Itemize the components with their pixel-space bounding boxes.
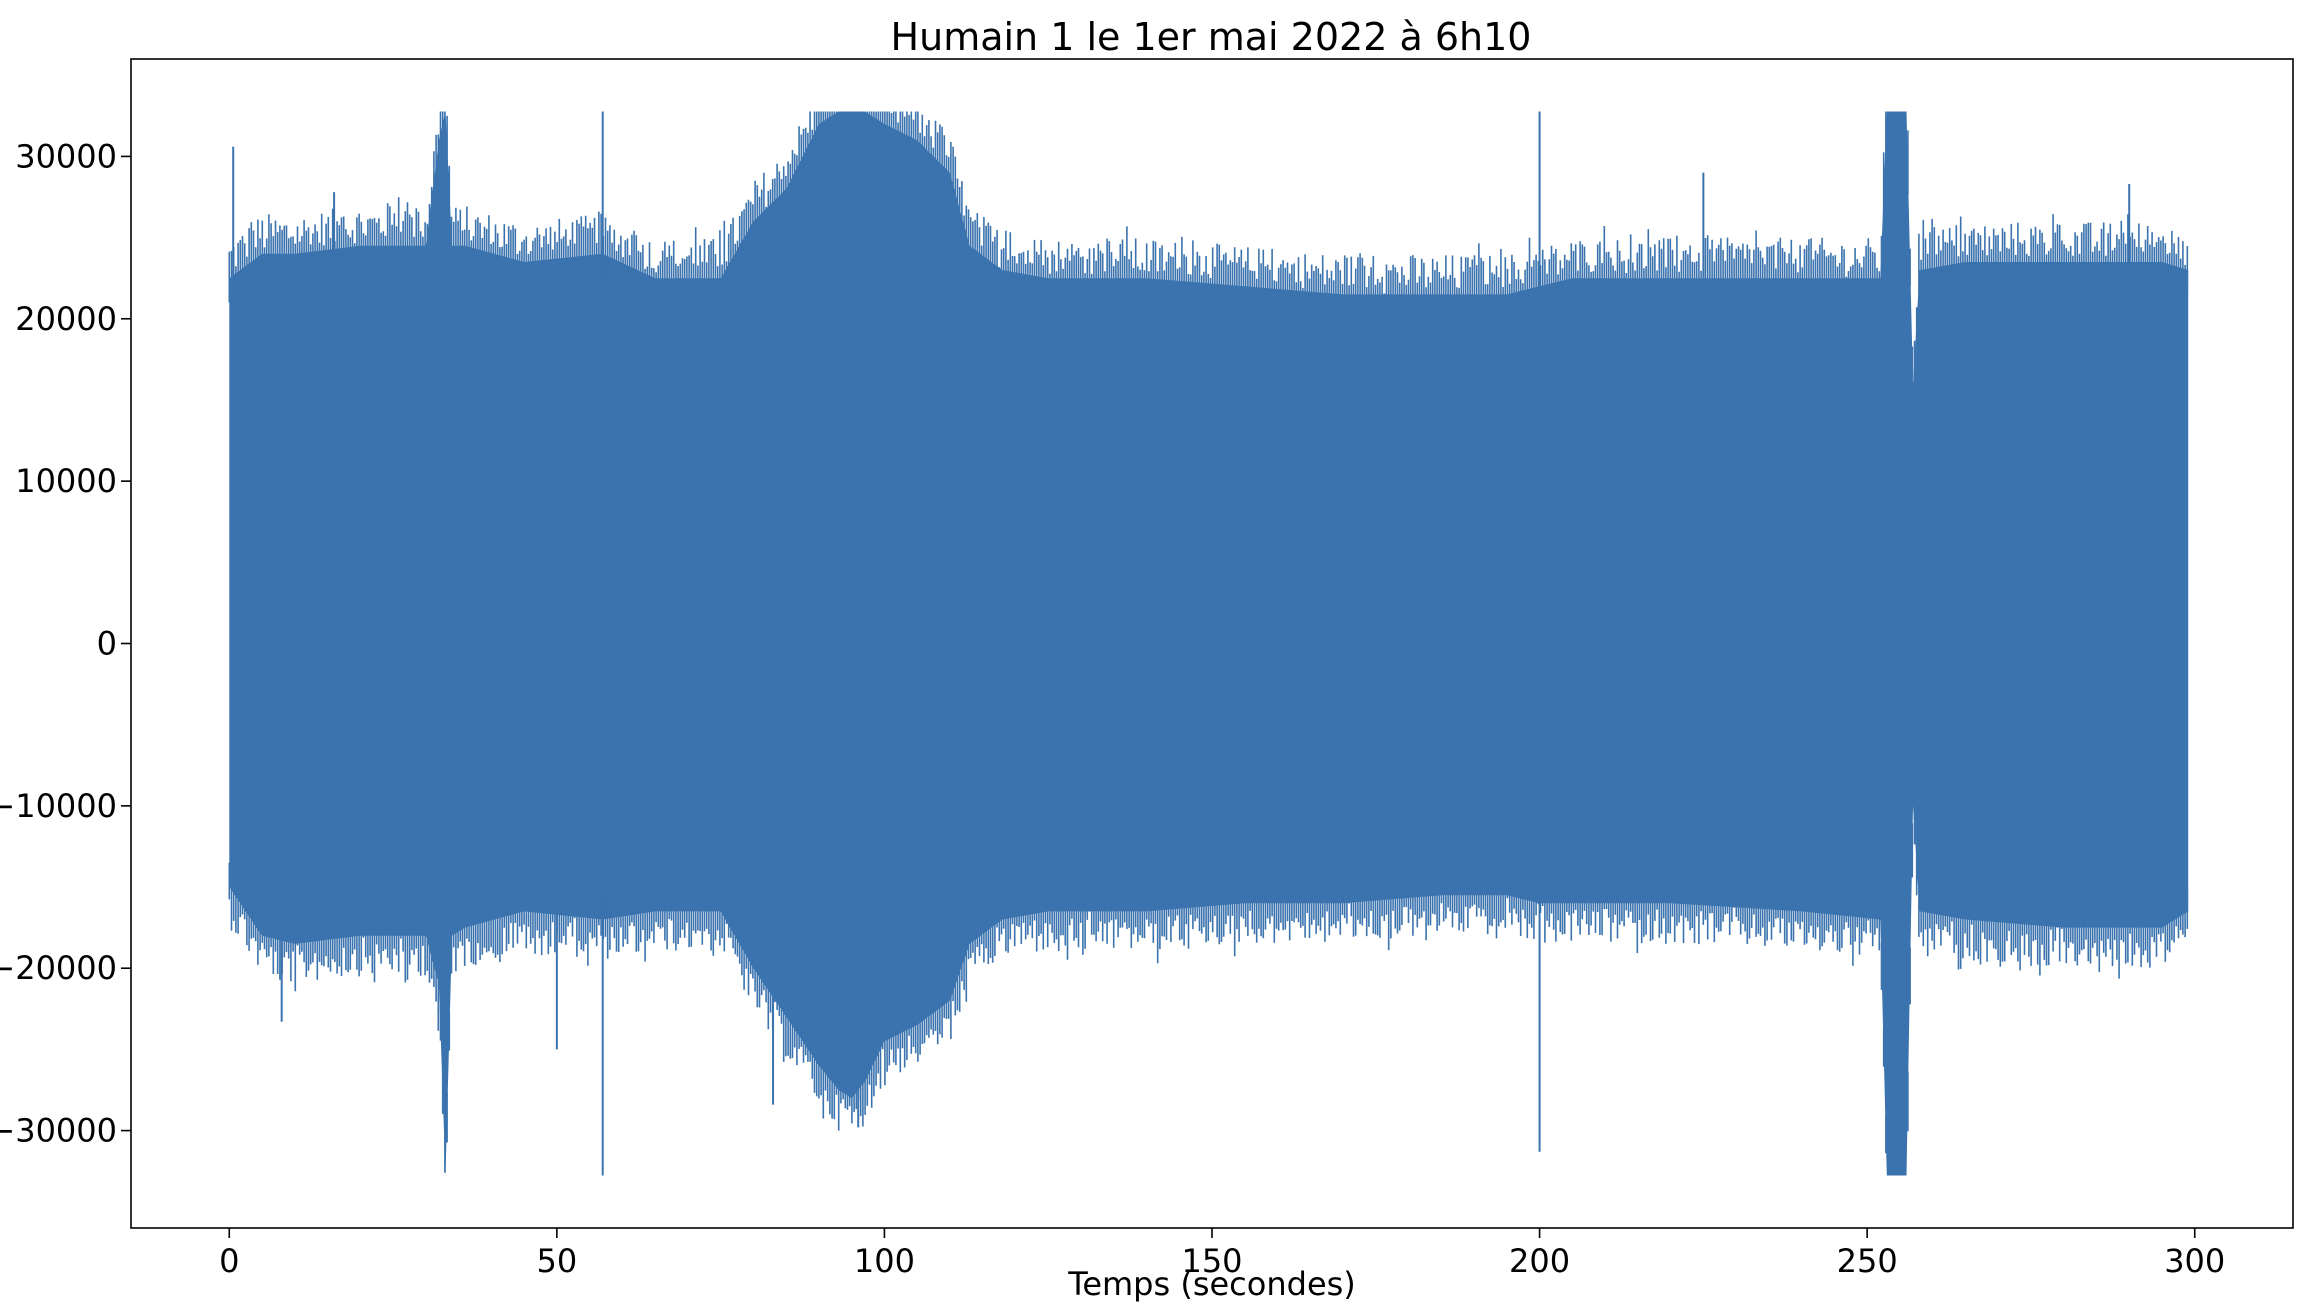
plot-area (131, 59, 2293, 1228)
x-axis-label: Temps (secondes) (1067, 1265, 1356, 1303)
y-tick-label--20000: −20000 (0, 949, 117, 987)
y-tick-label--10000: −10000 (0, 787, 117, 825)
signal-layer (228, 111, 2189, 1176)
y-axis: −30000 −20000 −10000 0 10000 20000 30000 (0, 137, 131, 1150)
x-tick-label-100: 100 (854, 1242, 915, 1280)
signal-noise-edges (228, 111, 2189, 1176)
axes-frame (130, 58, 2294, 1229)
x-tick-label-200: 200 (1509, 1242, 1570, 1280)
y-tick-label-0: 0 (97, 625, 117, 663)
x-tick-label-250: 250 (1837, 1242, 1898, 1280)
x-tick-label-300: 300 (2164, 1242, 2225, 1280)
chart-title: Humain 1 le 1er mai 2022 à 6h10 (891, 15, 1532, 59)
x-axis: 0 50 100 150 200 250 300 (219, 1228, 2225, 1280)
x-tick-label-150: 150 (1181, 1242, 1242, 1280)
signal-envelope (229, 111, 2189, 1176)
y-tick-label-10000: 10000 (15, 462, 117, 500)
y-tick-label-30000: 30000 (15, 137, 117, 175)
y-tick-label--30000: −30000 (0, 1112, 117, 1150)
x-tick-label-0: 0 (219, 1242, 239, 1280)
x-tick-label-50: 50 (536, 1242, 577, 1280)
y-tick-label-20000: 20000 (15, 300, 117, 338)
